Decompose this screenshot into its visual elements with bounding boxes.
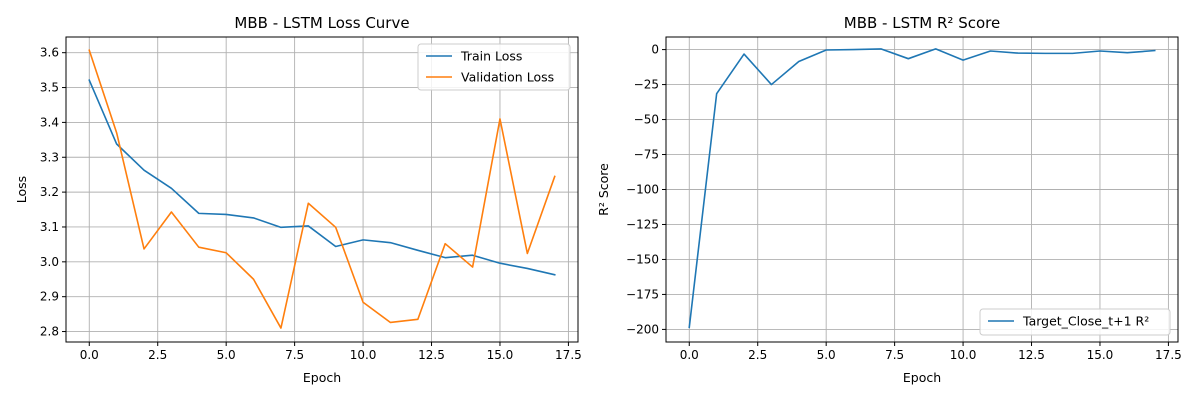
x-axis-label: Epoch <box>303 370 341 385</box>
legend-label: Train Loss <box>460 49 522 64</box>
x-tick-label: 12.5 <box>418 348 445 362</box>
x-tick-label: 2.5 <box>748 348 767 362</box>
chart-title: MBB - LSTM R² Score <box>844 14 1000 32</box>
x-tick-label: 15.0 <box>1087 348 1114 362</box>
y-axis-label: Loss <box>14 176 29 203</box>
y-tick-label: 2.8 <box>40 325 59 339</box>
y-tick-label: −50 <box>634 113 659 127</box>
x-tick-label: 7.5 <box>285 348 304 362</box>
y-tick-label: −150 <box>626 252 659 266</box>
legend-box <box>979 308 1171 336</box>
y-tick-label: −175 <box>626 287 659 301</box>
x-tick-label: 7.5 <box>885 348 904 362</box>
x-tick-label: 10.0 <box>950 348 977 362</box>
x-tick-label: 5.0 <box>817 348 836 362</box>
loss-chart: 0.0 2.5 5.0 7.5 10.0 12.5 15.0 17.5 2.8 2.9 3.0 3.1… <box>14 14 582 385</box>
y-tick-label: −125 <box>626 217 659 231</box>
y-tick-label: 2.9 <box>40 290 59 304</box>
x-tick-label: 2.5 <box>148 348 167 362</box>
y-axis-label: R² Score <box>596 163 611 216</box>
legend-box <box>417 43 571 91</box>
x-tick-label: 12.5 <box>1018 348 1045 362</box>
y-tick-label: 0 <box>651 43 659 57</box>
y-tick-label: −100 <box>626 183 659 197</box>
plot-frame <box>65 36 579 343</box>
y-tick-label: 3.0 <box>40 255 59 269</box>
chart-title: MBB - LSTM Loss Curve <box>234 14 409 32</box>
y-tick-label: −75 <box>634 148 659 162</box>
x-tick-label: 10.0 <box>350 348 377 362</box>
y-tick-label: 3.4 <box>40 115 59 129</box>
x-axis-label: Epoch <box>903 370 941 385</box>
y-tick-label: −200 <box>626 322 659 336</box>
legend-label: Target_Close_t+1 R² <box>1022 314 1149 329</box>
y-tick-label: 3.5 <box>40 81 59 95</box>
x-tick-label: 0.0 <box>680 348 699 362</box>
r2-chart: 0.0 2.5 5.0 7.5 10.0 12.5 15.0 17.5 0 −25 −50 −75 −1… <box>596 14 1182 385</box>
y-tick-label: 3.1 <box>40 220 59 234</box>
y-tick-label: 3.3 <box>40 150 59 164</box>
x-tick-label: 17.5 <box>555 348 582 362</box>
x-tick-label: 0.0 <box>80 348 99 362</box>
legend-label: Validation Loss <box>461 70 554 85</box>
series-line-target-close-t-1-r- <box>688 48 1156 329</box>
x-tick-label: 5.0 <box>217 348 236 362</box>
x-tick-label: 17.5 <box>1155 348 1182 362</box>
series-line-train-loss <box>88 79 556 276</box>
y-tick-label: −25 <box>634 78 659 92</box>
y-tick-label: 3.6 <box>40 46 59 60</box>
y-tick-label: 3.2 <box>40 185 59 199</box>
series-line-validation-loss <box>88 49 556 329</box>
x-tick-label: 15.0 <box>487 348 514 362</box>
